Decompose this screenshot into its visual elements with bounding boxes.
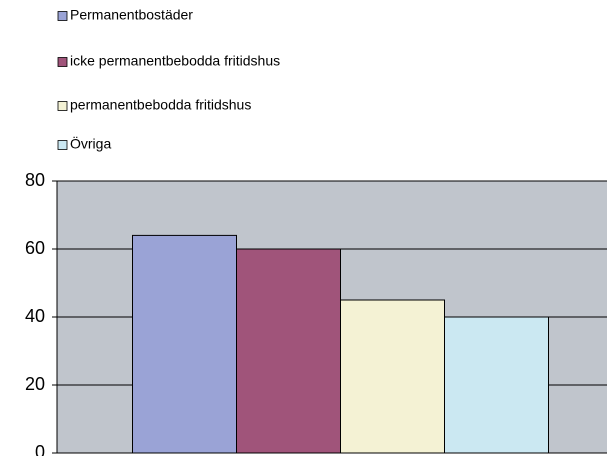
y-tick-label: 0 (35, 442, 45, 456)
legend-swatch (57, 101, 68, 111)
y-tick-label: 20 (25, 374, 45, 394)
legend-label: icke permanentbebodda fritidshus (70, 53, 280, 69)
y-tick-label: 40 (25, 306, 45, 326)
legend-label: permanentbebodda fritidshus (70, 97, 251, 113)
bar (444, 316, 549, 454)
y-tick-label: 60 (25, 238, 45, 258)
bar (340, 299, 445, 454)
legend-swatch (57, 11, 68, 21)
legend-label: Övriga (70, 135, 111, 152)
y-tick-label: 80 (25, 170, 45, 190)
legend-swatch (57, 57, 68, 67)
bar (236, 248, 341, 454)
legend-swatch (57, 140, 68, 150)
legend-label: Permanentbostäder (70, 7, 193, 23)
bar (132, 234, 237, 454)
